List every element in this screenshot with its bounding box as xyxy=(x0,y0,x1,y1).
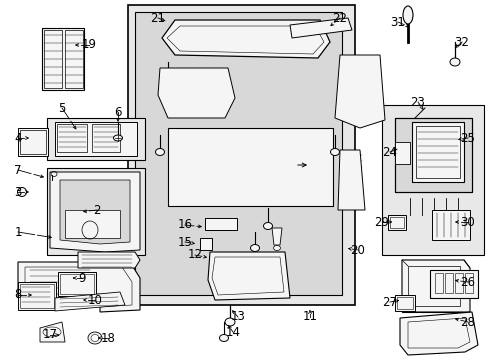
Ellipse shape xyxy=(113,135,122,141)
Bar xyxy=(394,118,471,192)
Bar xyxy=(387,215,405,230)
Text: 31: 31 xyxy=(390,15,405,28)
Text: 30: 30 xyxy=(460,216,474,229)
Text: 21: 21 xyxy=(150,12,165,24)
Bar xyxy=(65,30,83,88)
Polygon shape xyxy=(18,262,140,312)
Bar xyxy=(396,297,412,309)
Bar xyxy=(401,260,463,312)
Text: 10: 10 xyxy=(87,293,102,306)
Bar xyxy=(411,122,463,182)
Polygon shape xyxy=(271,228,282,245)
Bar xyxy=(60,274,94,294)
Text: 8: 8 xyxy=(14,288,21,302)
Polygon shape xyxy=(78,252,140,268)
Bar xyxy=(168,128,332,206)
Bar xyxy=(415,126,459,178)
Bar xyxy=(389,217,403,228)
Bar xyxy=(44,30,62,88)
Bar xyxy=(135,12,341,295)
Bar xyxy=(18,282,56,310)
Bar xyxy=(444,273,452,293)
Text: 20: 20 xyxy=(350,243,365,256)
Text: 14: 14 xyxy=(225,325,240,338)
Bar xyxy=(47,168,145,255)
Text: 7: 7 xyxy=(14,163,21,176)
Bar xyxy=(407,266,459,306)
Bar xyxy=(200,238,212,250)
Ellipse shape xyxy=(155,148,164,156)
Bar xyxy=(454,273,462,293)
Ellipse shape xyxy=(163,77,172,84)
Ellipse shape xyxy=(91,334,99,342)
Polygon shape xyxy=(399,312,477,355)
Polygon shape xyxy=(158,68,235,118)
Text: 28: 28 xyxy=(460,315,474,328)
Bar xyxy=(381,105,483,255)
Text: 25: 25 xyxy=(460,131,474,144)
Polygon shape xyxy=(401,260,469,312)
Ellipse shape xyxy=(224,318,235,326)
Ellipse shape xyxy=(88,332,102,344)
Polygon shape xyxy=(60,180,130,244)
Text: 13: 13 xyxy=(230,310,245,324)
Bar xyxy=(65,210,120,238)
Ellipse shape xyxy=(330,148,339,156)
Text: 23: 23 xyxy=(410,95,425,108)
Text: 12: 12 xyxy=(187,248,202,261)
Ellipse shape xyxy=(273,246,280,251)
Text: 26: 26 xyxy=(460,275,474,288)
Polygon shape xyxy=(40,322,65,342)
Polygon shape xyxy=(55,292,125,311)
Bar xyxy=(394,295,414,311)
Bar xyxy=(394,142,409,164)
Bar xyxy=(57,124,87,152)
Text: 19: 19 xyxy=(81,39,96,51)
Bar xyxy=(128,5,354,305)
Ellipse shape xyxy=(263,222,272,230)
Text: 32: 32 xyxy=(454,36,468,49)
Ellipse shape xyxy=(18,188,26,197)
Text: 29: 29 xyxy=(374,216,389,229)
Bar xyxy=(204,218,237,230)
Ellipse shape xyxy=(402,6,412,24)
Text: 22: 22 xyxy=(332,12,347,24)
Text: 15: 15 xyxy=(177,235,192,248)
Bar xyxy=(42,28,84,90)
Bar xyxy=(429,270,477,298)
Text: 24: 24 xyxy=(382,145,397,158)
Bar xyxy=(92,124,120,152)
Ellipse shape xyxy=(219,334,228,342)
Ellipse shape xyxy=(250,244,259,252)
Bar xyxy=(464,273,472,293)
Text: 17: 17 xyxy=(42,328,58,342)
Bar xyxy=(20,284,54,308)
Polygon shape xyxy=(50,172,140,252)
Bar xyxy=(431,210,469,240)
Bar xyxy=(47,118,145,160)
Ellipse shape xyxy=(449,58,459,66)
Text: 9: 9 xyxy=(78,271,85,284)
Text: 18: 18 xyxy=(101,332,115,345)
Text: 2: 2 xyxy=(93,203,101,216)
Text: 5: 5 xyxy=(58,102,65,114)
Polygon shape xyxy=(334,55,384,128)
Text: 3: 3 xyxy=(14,185,21,198)
Bar xyxy=(434,273,442,293)
Bar xyxy=(58,272,96,296)
Bar xyxy=(55,122,137,156)
Text: 11: 11 xyxy=(302,310,317,324)
Text: 4: 4 xyxy=(14,131,21,144)
Polygon shape xyxy=(207,252,289,300)
Text: 6: 6 xyxy=(114,105,122,118)
Text: 1: 1 xyxy=(14,225,21,238)
Bar xyxy=(18,128,48,156)
Bar xyxy=(20,130,46,154)
Bar xyxy=(394,118,471,192)
Polygon shape xyxy=(337,150,364,210)
Polygon shape xyxy=(289,18,351,38)
Text: 27: 27 xyxy=(382,296,397,309)
Text: 16: 16 xyxy=(177,219,192,231)
Polygon shape xyxy=(162,20,329,58)
